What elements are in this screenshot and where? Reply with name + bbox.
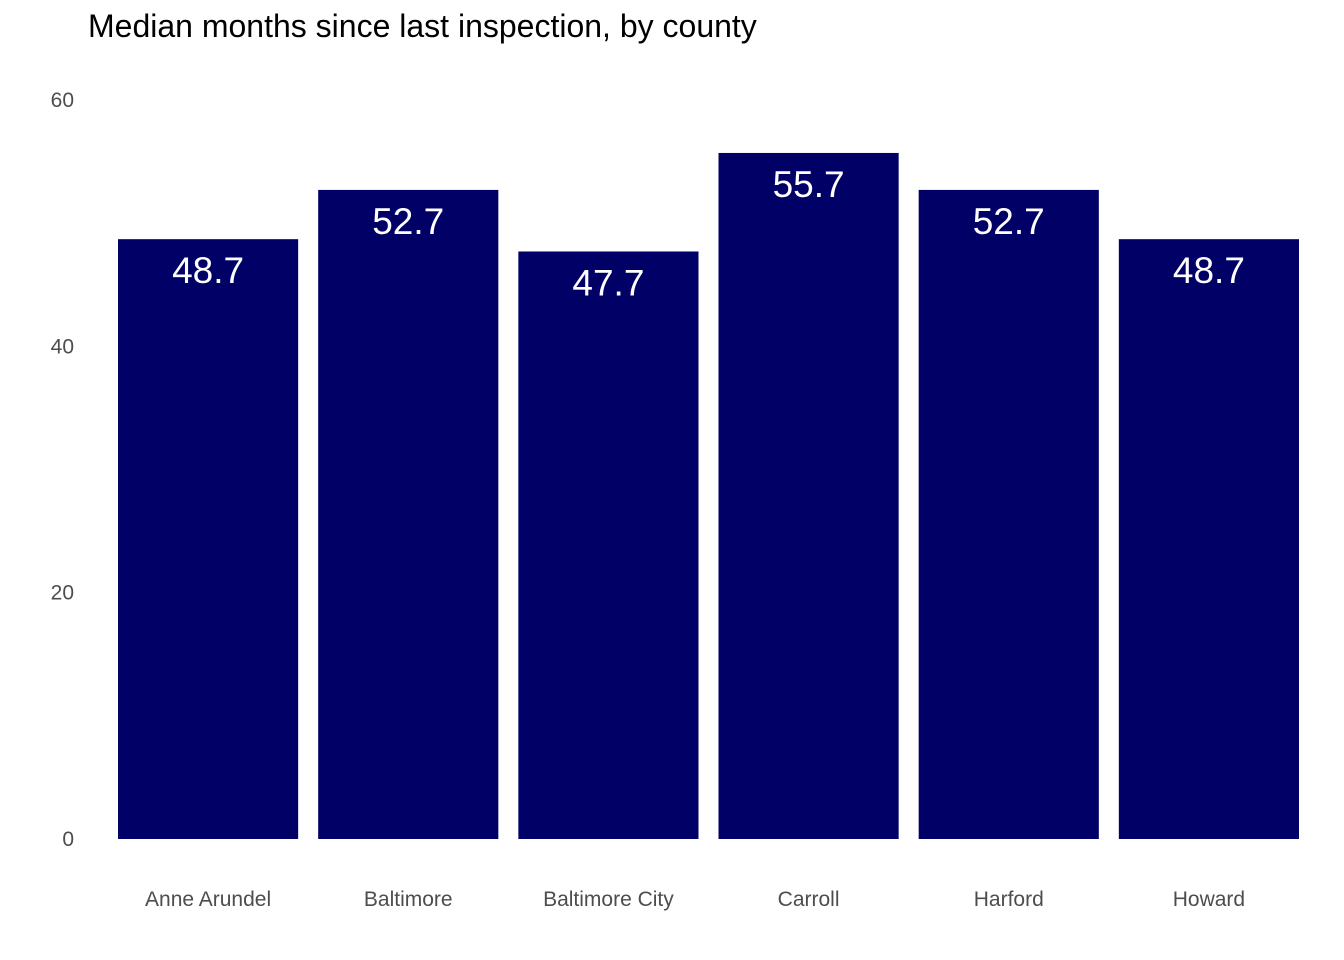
y-tick-label: 0 [62, 828, 74, 851]
bar-value-label: 47.7 [572, 262, 644, 303]
bars-group [118, 152, 1299, 839]
bar [918, 189, 1099, 839]
y-tick-label: 20 [51, 582, 74, 605]
x-tick-label: Anne Arundel [145, 888, 271, 911]
data-labels-group: 48.7 52.7 47.7 55.7 52.7 48.7 [172, 164, 1245, 304]
bar [318, 189, 499, 839]
bar-value-label: 48.7 [1173, 250, 1245, 291]
x-tick-label: Baltimore City [543, 888, 674, 911]
x-tick-label: Howard [1173, 888, 1245, 911]
y-axis-ticks: 0 20 40 60 [51, 89, 74, 851]
chart-title: Median months since last inspection, by … [88, 8, 757, 44]
bar [518, 251, 699, 839]
bar [118, 239, 299, 839]
bar-value-label: 52.7 [973, 201, 1045, 242]
y-tick-label: 40 [51, 335, 74, 358]
x-tick-label: Carroll [778, 888, 840, 911]
y-tick-label: 60 [51, 89, 74, 112]
bar [1118, 239, 1299, 839]
bar [718, 152, 899, 839]
x-tick-label: Baltimore [364, 888, 453, 911]
bar-value-label: 55.7 [773, 164, 845, 205]
bar-value-label: 48.7 [172, 250, 244, 291]
x-tick-label: Harford [974, 888, 1044, 911]
bar-value-label: 52.7 [372, 201, 444, 242]
x-axis-ticks: Anne Arundel Baltimore Baltimore City Carro… [145, 888, 1245, 911]
